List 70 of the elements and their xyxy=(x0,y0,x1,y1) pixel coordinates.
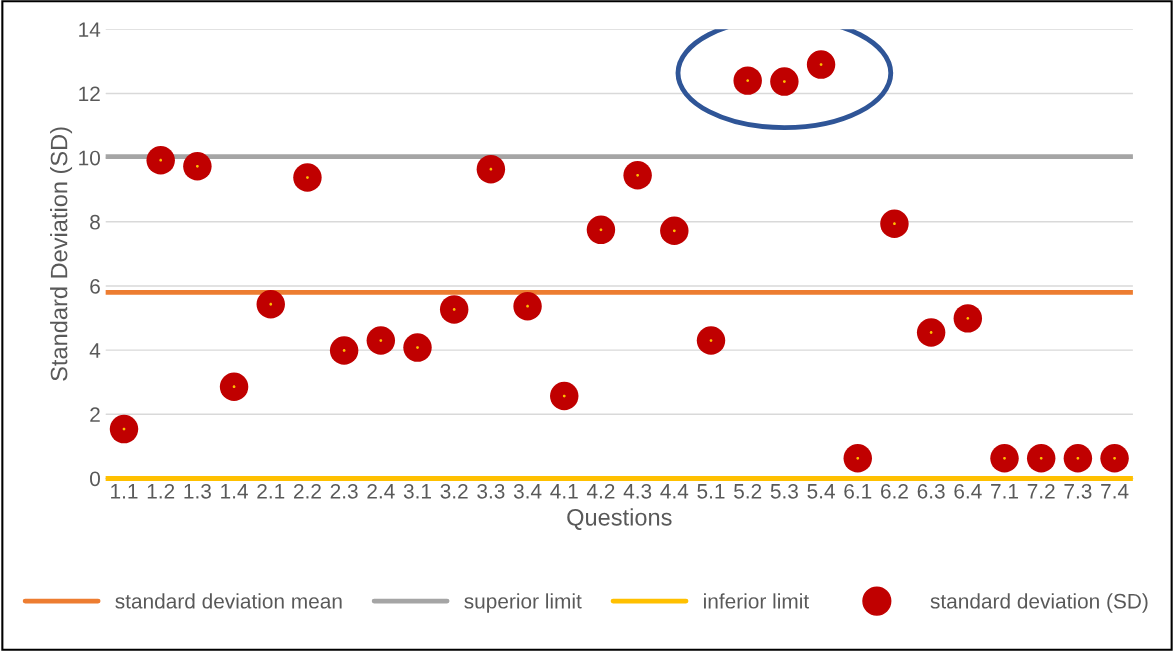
legend-label: superior limit xyxy=(464,593,582,613)
point xyxy=(476,154,506,184)
point xyxy=(733,66,762,95)
x-tick-label: 1.3 xyxy=(184,483,211,499)
point xyxy=(806,50,836,79)
x-tick-label: 6.1 xyxy=(844,483,872,499)
point xyxy=(219,372,249,401)
legend-label: standard deviation (SD) xyxy=(930,593,1148,613)
x-tick-label: 3.4 xyxy=(513,483,542,499)
point xyxy=(586,215,616,245)
x-tick-label: 5.1 xyxy=(697,484,725,499)
x-tick-label: 5.4 xyxy=(807,484,835,499)
x-tick-label: 4.2 xyxy=(586,483,615,499)
point xyxy=(990,444,1019,473)
point xyxy=(696,326,726,355)
point xyxy=(843,444,872,473)
point xyxy=(770,67,799,96)
x-tick-label: 2.3 xyxy=(330,483,358,499)
point xyxy=(1063,444,1093,473)
point xyxy=(109,414,139,444)
x-tick-label: 7.2 xyxy=(1027,483,1055,499)
x-tick-label: 6.4 xyxy=(954,483,982,499)
x-tick-label: 2.4 xyxy=(367,483,395,499)
x-tick-label: 6.3 xyxy=(917,483,945,499)
point xyxy=(439,295,469,324)
point xyxy=(146,145,175,175)
point xyxy=(880,209,909,238)
x-tick-label: 1.1 xyxy=(111,484,138,499)
x-tick-label: 7.4 xyxy=(1101,484,1129,499)
point xyxy=(366,326,396,355)
y-tick-label: 6 xyxy=(90,278,100,294)
y-tick-label: 4 xyxy=(89,343,101,358)
point xyxy=(623,161,652,190)
x-tick-label: 7.3 xyxy=(1064,483,1092,499)
point xyxy=(329,336,359,365)
point xyxy=(183,152,212,181)
x-tick-label: 6.2 xyxy=(881,483,908,499)
y-tick-label: 10 xyxy=(79,150,100,166)
point xyxy=(550,381,579,411)
point xyxy=(660,216,689,246)
x-tick-label: 3.3 xyxy=(477,483,505,499)
x-tick-label: 4.4 xyxy=(660,484,689,499)
x-tick-label: 3.1 xyxy=(403,483,431,499)
y-tick-label: 8 xyxy=(90,214,100,230)
x-tick-label: 4.3 xyxy=(623,483,652,499)
x-tick-label: 2.1 xyxy=(257,483,285,499)
x-tick-label: 1.4 xyxy=(221,484,248,499)
point xyxy=(403,333,432,362)
point xyxy=(916,318,946,347)
x-tick-label: 5.2 xyxy=(734,483,762,499)
y-tick-label: 12 xyxy=(79,86,100,102)
legend-label: standard deviation mean xyxy=(115,593,342,609)
point xyxy=(513,291,542,321)
y-tick-label: 2 xyxy=(90,407,100,422)
x-axis-title: Questions xyxy=(567,508,672,530)
point xyxy=(953,304,983,333)
x-tick-label: 5.3 xyxy=(770,483,798,499)
point xyxy=(256,290,285,319)
point xyxy=(1100,444,1129,473)
y-tick-label: 14 xyxy=(79,22,101,37)
point xyxy=(1026,444,1056,473)
x-tick-label: 3.2 xyxy=(440,483,468,499)
x-tick-label: 1.2 xyxy=(147,483,175,499)
y-tick-label: 0 xyxy=(90,471,100,487)
y-axis-title: Standard Deviation (SD) xyxy=(50,127,73,381)
legend-label: inferior limit xyxy=(704,593,809,609)
x-tick-label: 7.1 xyxy=(991,484,1018,499)
x-tick-label: 4.1 xyxy=(550,484,578,499)
point xyxy=(293,163,322,192)
x-tick-label: 2.2 xyxy=(294,483,321,499)
